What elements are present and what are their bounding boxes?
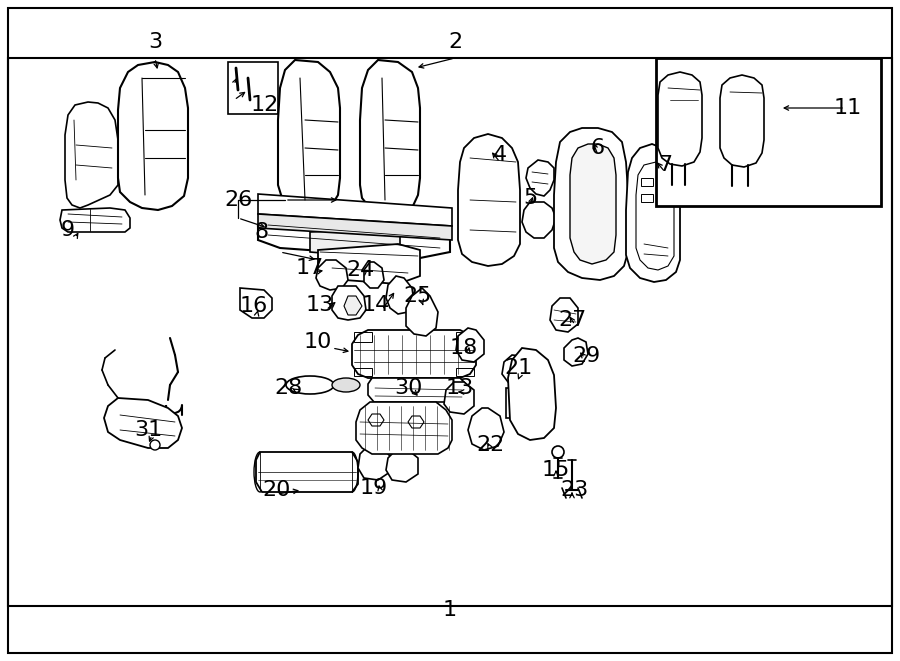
Text: 22: 22 (476, 435, 504, 455)
Polygon shape (550, 298, 578, 332)
Text: 11: 11 (834, 98, 862, 118)
Polygon shape (360, 60, 420, 214)
Polygon shape (456, 328, 484, 362)
Text: 23: 23 (560, 480, 588, 500)
Circle shape (552, 446, 564, 458)
Ellipse shape (286, 376, 334, 394)
Bar (656, 58, 881, 206)
Text: 19: 19 (360, 478, 388, 498)
Polygon shape (444, 382, 474, 414)
Polygon shape (310, 228, 400, 258)
Text: 29: 29 (573, 346, 601, 366)
Polygon shape (358, 446, 390, 480)
Polygon shape (658, 72, 702, 166)
Polygon shape (636, 162, 674, 270)
Polygon shape (316, 260, 348, 290)
Text: 30: 30 (394, 378, 422, 398)
Polygon shape (406, 288, 438, 336)
Polygon shape (564, 338, 588, 366)
Text: 1: 1 (443, 600, 457, 620)
Text: 24: 24 (346, 260, 374, 280)
Polygon shape (104, 398, 182, 448)
Circle shape (150, 440, 160, 450)
Polygon shape (386, 276, 414, 314)
Text: 14: 14 (362, 295, 390, 315)
Text: 13: 13 (306, 295, 334, 315)
Polygon shape (318, 244, 420, 284)
Polygon shape (408, 416, 424, 428)
Polygon shape (368, 414, 384, 426)
Text: 10: 10 (304, 332, 332, 352)
Bar (641, 194, 653, 202)
Text: 9: 9 (61, 220, 75, 240)
Text: 13: 13 (446, 378, 474, 398)
Text: 8: 8 (255, 222, 269, 242)
Bar (456, 368, 474, 376)
Polygon shape (118, 62, 188, 210)
Text: 7: 7 (658, 155, 672, 175)
Polygon shape (344, 296, 362, 315)
Polygon shape (508, 348, 556, 440)
Bar (228, 62, 278, 114)
Text: 17: 17 (296, 258, 324, 278)
Text: 2: 2 (448, 32, 462, 52)
Polygon shape (626, 144, 680, 282)
Polygon shape (458, 134, 520, 266)
Polygon shape (65, 102, 118, 208)
Bar (354, 332, 372, 342)
Polygon shape (278, 60, 340, 214)
Polygon shape (386, 450, 418, 482)
Polygon shape (332, 286, 366, 320)
Text: 6: 6 (591, 138, 605, 158)
Polygon shape (256, 452, 358, 492)
Bar (641, 178, 653, 186)
Polygon shape (60, 208, 130, 232)
Text: 16: 16 (240, 296, 268, 316)
Polygon shape (502, 355, 530, 384)
Bar (456, 332, 474, 342)
Polygon shape (240, 288, 272, 318)
Text: 5: 5 (523, 188, 537, 208)
Ellipse shape (332, 378, 360, 392)
Bar (354, 368, 372, 376)
Text: 15: 15 (542, 460, 571, 480)
Polygon shape (352, 330, 476, 378)
Bar (506, 388, 528, 418)
Polygon shape (554, 128, 628, 280)
Polygon shape (526, 160, 554, 196)
Text: 27: 27 (558, 310, 586, 330)
Polygon shape (570, 144, 616, 264)
Polygon shape (258, 215, 450, 258)
Polygon shape (356, 402, 452, 454)
Polygon shape (468, 408, 504, 450)
Polygon shape (368, 378, 466, 402)
Text: 28: 28 (274, 378, 302, 398)
Text: 18: 18 (450, 338, 478, 358)
Polygon shape (720, 75, 764, 167)
Polygon shape (258, 214, 452, 240)
Polygon shape (364, 262, 384, 288)
Text: 31: 31 (134, 420, 162, 440)
Text: 12: 12 (251, 95, 279, 115)
Text: 4: 4 (493, 145, 507, 165)
Polygon shape (522, 202, 556, 238)
Polygon shape (258, 194, 452, 226)
Text: 21: 21 (504, 358, 532, 378)
Text: 25: 25 (404, 286, 432, 306)
Text: 26: 26 (224, 190, 252, 210)
Text: 20: 20 (263, 480, 292, 500)
Text: 3: 3 (148, 32, 162, 52)
